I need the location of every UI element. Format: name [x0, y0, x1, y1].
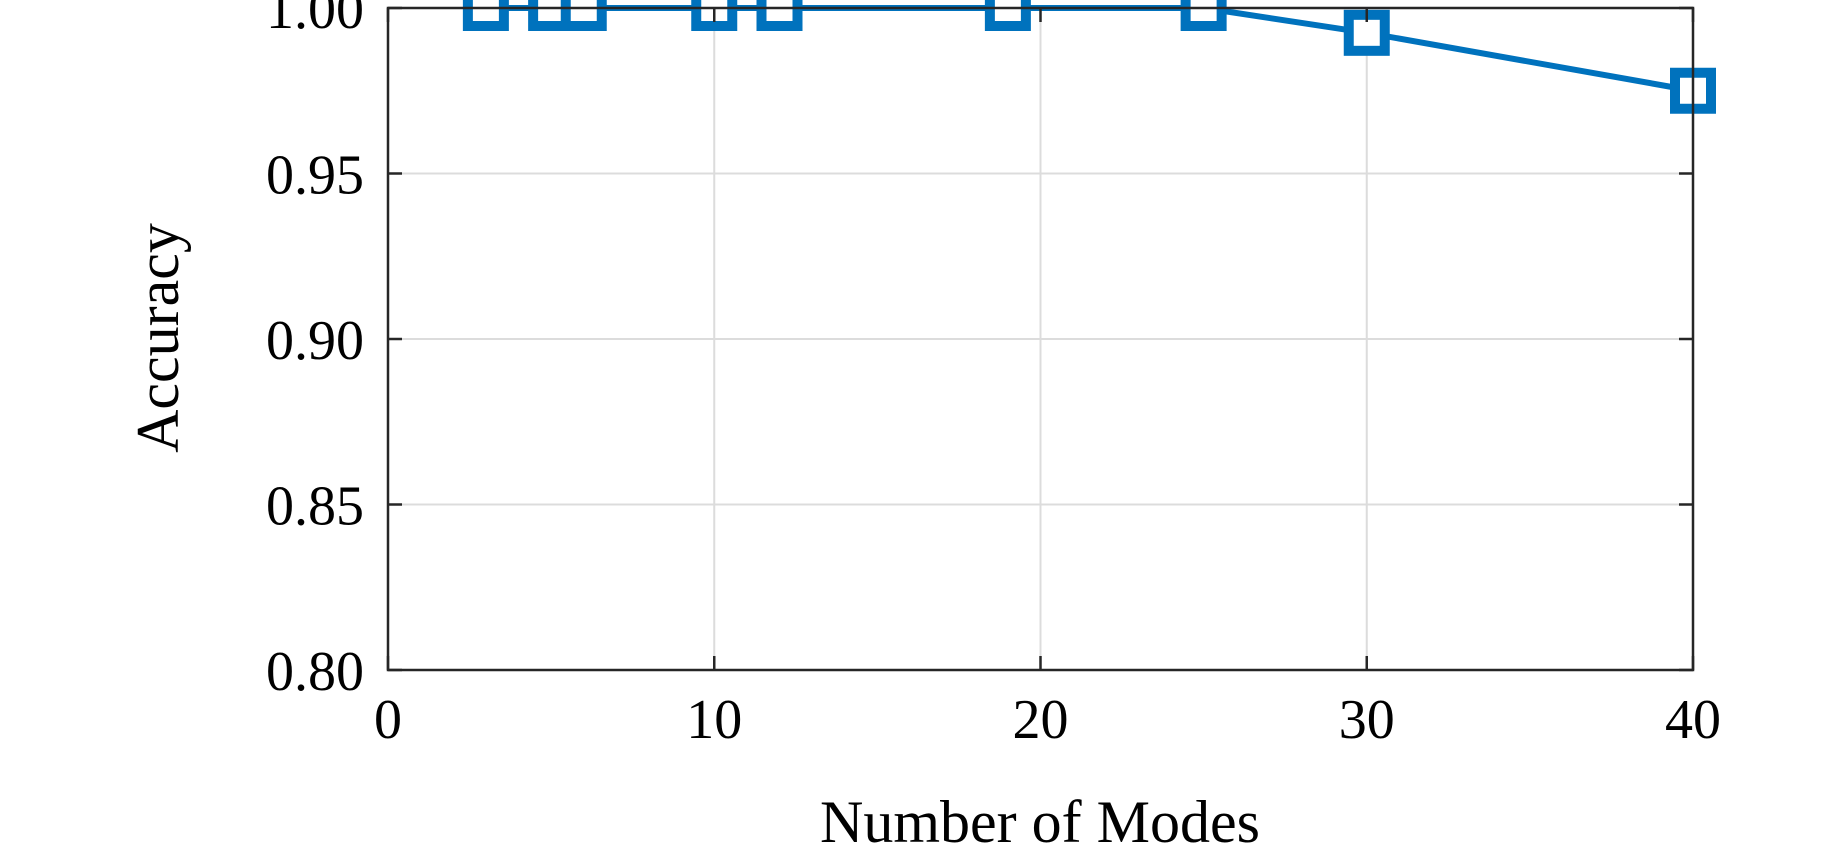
data-point-marker [462, 0, 509, 31]
y-tick-label: 1.00 [266, 0, 364, 41]
x-axis-label: Number of Modes [820, 789, 1260, 855]
y-tick-label: 0.95 [266, 145, 364, 207]
x-tick-label: 20 [1013, 689, 1069, 751]
y-tick-label: 0.85 [266, 476, 364, 538]
axes-frame [386, 6, 1695, 672]
x-tick-label: 10 [686, 689, 742, 751]
tick-labels: 0 10 20 30 40 0.80 0.85 0.90 0.95 1.00 [266, 0, 1721, 751]
y-axis-label: Accuracy [125, 223, 191, 453]
data-point-marker [984, 0, 1031, 31]
series-layer [462, 0, 1716, 114]
data-point-marker [1180, 0, 1227, 31]
y-tick-label: 0.90 [266, 310, 364, 372]
data-point-marker [756, 0, 803, 31]
grid-lines [388, 7, 1693, 670]
series-line [485, 5, 1694, 94]
y-tick-label: 0.80 [266, 641, 364, 703]
x-tick-label: 30 [1339, 689, 1395, 751]
data-point-marker [560, 0, 607, 31]
x-tick-label: 40 [1665, 689, 1721, 751]
x-tick-label: 0 [374, 689, 402, 751]
plot-box [386, 6, 1695, 672]
